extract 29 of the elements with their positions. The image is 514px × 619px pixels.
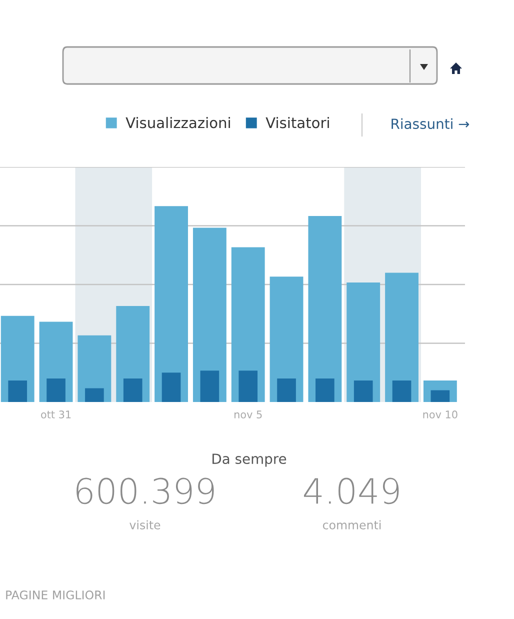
legend-label: Visualizzazioni <box>126 116 230 128</box>
x-tick-label: nov 5 <box>234 410 262 418</box>
text: Da sempre <box>212 454 286 467</box>
bar <box>123 378 142 402</box>
bar <box>430 390 450 402</box>
bar <box>192 228 226 402</box>
text: Riassunti → <box>392 118 470 130</box>
bar <box>154 206 188 402</box>
bar <box>385 272 418 402</box>
text: commenti <box>322 520 381 530</box>
bar <box>8 380 28 402</box>
text: PAGINE MIGLIORI <box>6 590 105 600</box>
bar <box>270 276 304 402</box>
text: visite <box>130 520 160 530</box>
legend-label: Visitatori <box>266 116 329 128</box>
bar <box>308 216 342 402</box>
text: 4.049 <box>304 478 399 504</box>
bar <box>85 388 104 402</box>
bar <box>162 372 181 402</box>
text: 600.399 <box>76 478 214 504</box>
bar <box>238 370 258 402</box>
bar <box>277 378 296 402</box>
x-tick-label: ott 31 <box>41 410 71 418</box>
bar <box>200 370 220 402</box>
bar <box>316 378 334 402</box>
bar <box>46 378 66 402</box>
bar <box>392 380 412 402</box>
x-tick-label: nov 10 <box>423 410 458 418</box>
bar <box>354 380 373 402</box>
